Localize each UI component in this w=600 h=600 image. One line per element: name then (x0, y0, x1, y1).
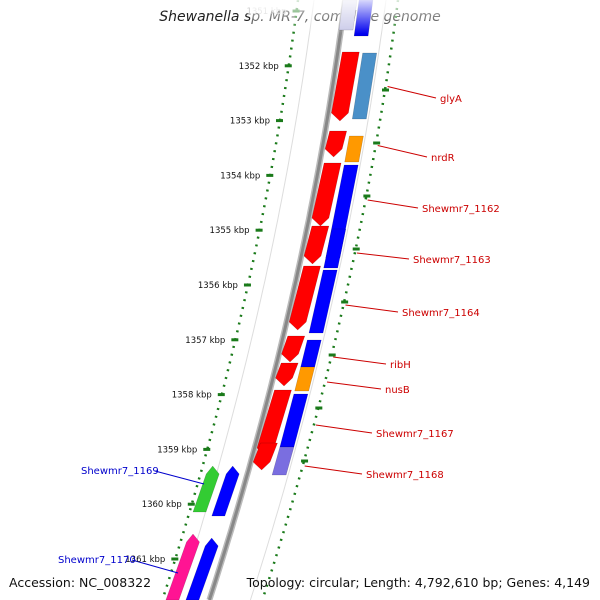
scale-ticks (171, 9, 390, 561)
cds-arrow-glyA (331, 51, 360, 122)
tick-label: 1358 kbp (172, 391, 212, 401)
leader-ribH (333, 356, 387, 365)
cds-arrow-ribH (281, 335, 306, 363)
tick-label: 1360 kbp (142, 500, 182, 510)
gene-label-Shewmr7_1167: Shewmr7_1167 (376, 429, 454, 440)
leader-Shewmr7_1168 (304, 465, 363, 475)
cds-arrow-Shewmr7_1168 (252, 442, 278, 471)
cds-arrow-Shewmr7_1164 (288, 265, 321, 331)
genome-summary-text: Topology: circular; Length: 4,792,610 bp… (246, 575, 590, 590)
tick-label: 1361 kbp (125, 555, 165, 565)
left-dotted-guide (161, 0, 300, 600)
gene-label-Shewmr7_1170: Shewmr7_1170 (58, 555, 136, 566)
gene-box-Shewmr7_1169 (192, 465, 220, 513)
cds-arrow-nrdR (324, 130, 348, 158)
leader-Shewmr7_1170 (131, 559, 179, 574)
gene-label-Shewmr7_1169: Shewmr7_1169 (81, 466, 159, 477)
cds-arrow-Shewmr7_1170 (185, 537, 219, 600)
accession-text: Accession: NC_008322 (9, 575, 152, 590)
cds-arrow-Shewmr7_1169 (211, 465, 240, 517)
cds-arrow-nusB (275, 362, 299, 387)
gene-box-glyA (352, 52, 377, 120)
gene-box-Shewmr7_1163 (323, 228, 347, 269)
tick-label: 1359 kbp (157, 445, 197, 455)
leader-nusB (326, 381, 382, 390)
leader-Shewmr7_1162 (367, 199, 419, 209)
cds-arrow-Shewmr7_1163 (303, 225, 330, 265)
leader-nrdR (377, 145, 428, 158)
leader-Shewmr7_1167 (315, 424, 373, 434)
tick-label: 1352 kbp (239, 62, 279, 72)
gene-box-Shewmr7_1168 (271, 446, 295, 476)
label-leaders (131, 86, 437, 574)
dotted-guides (161, 0, 400, 600)
right-dotted-guide (261, 0, 400, 600)
gene-label-Shewmr7_1164: Shewmr7_1164 (402, 308, 480, 319)
cds-arrow-Shewmr7_1162 (311, 162, 342, 227)
tick-label: 1355 kbp (210, 226, 250, 236)
gene-box-nrdR (344, 135, 364, 163)
gene-label-nusB: nusB (385, 385, 410, 396)
gene-box-Shewmr7_1170 (165, 533, 200, 600)
leader-Shewmr7_1164 (345, 304, 399, 313)
tick-label: 1357 kbp (185, 336, 225, 346)
leader-Shewmr7_1163 (356, 252, 410, 260)
leader-Shewmr7_1169 (154, 470, 205, 485)
gene-label-ribH: ribH (390, 360, 411, 371)
gene-label-glyA: glyA (440, 94, 462, 105)
gene-label-Shewmr7_1163: Shewmr7_1163 (413, 255, 491, 266)
gene-box-nusB (294, 366, 316, 392)
gene-label-Shewmr7_1168: Shewmr7_1168 (366, 470, 444, 481)
top-fade (250, 0, 450, 34)
gene-label-nrdR: nrdR (431, 153, 455, 164)
tick-label: 1354 kbp (220, 171, 260, 181)
tick-label: 1353 kbp (230, 117, 270, 127)
gene-label-Shewmr7_1162: Shewmr7_1162 (422, 204, 500, 215)
right-lane-border (249, 0, 387, 600)
tick-label: 1356 kbp (198, 281, 238, 291)
leader-glyA (387, 86, 437, 99)
backbone-line (207, 0, 347, 600)
lane-borders (177, 0, 387, 600)
gene-box-Shewmr7_1164 (308, 269, 338, 334)
genome-backbone (206, 0, 348, 600)
